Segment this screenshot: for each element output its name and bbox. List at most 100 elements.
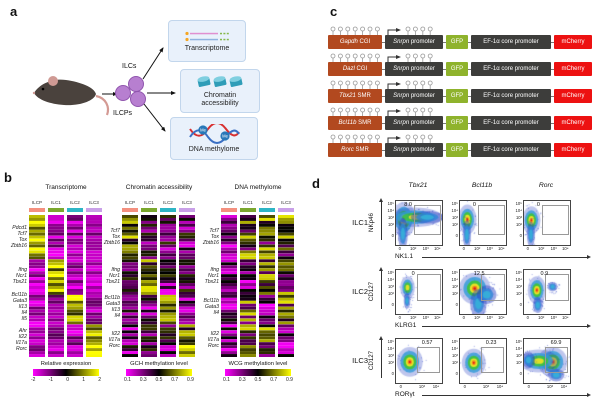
- heatmap-gene-labels: Tcf7 Tox Zbtb16 Ifng Ncr1 Tbx21 Bcl11b Gata3 Il4…: [195, 215, 221, 357]
- x-tick-label: 0: [462, 315, 466, 320]
- y-tick-label: 10⁵: [515, 200, 522, 206]
- panel-d-label: d: [312, 176, 320, 191]
- y-tick-label: 10⁵: [451, 338, 458, 344]
- gene-group-3: Il22 Il17a Rorc: [193, 331, 219, 349]
- flow-density-canvas: [460, 270, 506, 314]
- connector: [443, 95, 446, 97]
- arrow-to-transcriptome: [142, 47, 164, 80]
- gene-label-Rorc: Rorc: [16, 345, 27, 352]
- flow-y-axis-arrowhead: [379, 336, 383, 340]
- flow-plot-ILC1-Rorc: 0: [523, 200, 571, 246]
- colorbar-tick: 0.1: [223, 377, 230, 383]
- heatmap-title: Chromatin accessibility: [125, 184, 193, 191]
- flow-row-label-ILC1: ILC1: [352, 218, 368, 227]
- gene-label-Il22: Il22: [111, 330, 120, 337]
- gate-percentage: 0: [536, 202, 540, 208]
- gene-label-Tox: Tox: [111, 234, 120, 240]
- column-color-bar-ILCP: [29, 208, 45, 212]
- flow-y-axis-line: [381, 271, 382, 309]
- gfp-box: GFP: [446, 89, 468, 103]
- y-tick-label: 10⁴: [515, 345, 522, 351]
- heatmap-block-accessibility: Chromatin accessibility ILCP ILC1 ILC2 ILC3 T…: [96, 172, 196, 400]
- colorbar-gradient: [225, 369, 291, 376]
- region-box-Bcl11b: Bcl11b SMR: [328, 116, 382, 130]
- gate-percentage: 0.57: [421, 340, 433, 346]
- gate-rectangle: [416, 346, 441, 374]
- heatmap-block-methylome: DNA methylome ILCP ILC1 ILC2 ILC3 Tcf7 Tox Zbtb…: [195, 172, 295, 400]
- colorbar-tick: -1: [48, 377, 54, 383]
- region-box-Dazl: Dazl CGI: [328, 62, 382, 76]
- y-tick-label: 10³: [451, 283, 458, 289]
- connector: [468, 149, 471, 151]
- connector: [468, 41, 471, 43]
- flow-x-axis-line: [422, 395, 587, 396]
- gene-label-Zbtb16: Zbtb16: [103, 240, 120, 246]
- gene-label-Tcf7: Tcf7: [110, 228, 120, 234]
- gene-group-2: Bcl11b Gata3 Il4: [193, 298, 219, 316]
- x-tick-label: 0: [462, 246, 466, 251]
- x-tick-label: 10⁴: [434, 315, 441, 320]
- x-tick-label: 10²: [474, 246, 481, 251]
- flow-x-axis-line: [422, 257, 587, 258]
- heatmap-gene-labels: Tcf7 Tox Zbtb16 Ifng Ncr1 Tbx21 Bcl11b Gata3 Il1…: [96, 215, 122, 357]
- panel-a: ILCs ILCPs Transcriptome Chromatin acces…: [0, 0, 300, 172]
- connector: [382, 122, 385, 124]
- ef1a-promoter-box: EF-1α core promoter: [471, 35, 551, 49]
- methylome-box: Me Me DNA methylome: [170, 117, 258, 160]
- methylation-lollipops-icon: [330, 53, 380, 63]
- snrpn-promoter-box: Snrpn promoter: [385, 143, 443, 157]
- x-tick-label: 10²: [538, 246, 545, 251]
- region-box-Gapdh: Gapdh CGI: [328, 35, 382, 49]
- y-tick-label: 10⁴: [451, 276, 458, 282]
- connector: [468, 95, 471, 97]
- connector: [468, 122, 471, 124]
- connector: [382, 41, 385, 43]
- gene-label-Ncr1: Ncr1: [16, 272, 27, 279]
- flow-density-canvas: [524, 339, 570, 383]
- column-color-bar-ILC2: [160, 208, 176, 212]
- arrow-to-methylome: [143, 103, 166, 132]
- x-tick-label: 10⁴: [562, 246, 569, 251]
- transcriptome-box-label: Transcriptome: [184, 44, 230, 52]
- gene-label-Tbx21: Tbx21: [204, 278, 219, 285]
- y-tick-label: 10⁴: [515, 207, 522, 213]
- region-box-Rorc: Rorc SMR: [328, 143, 382, 157]
- flow-plot-ILC1-Tbx21: 8.0: [395, 200, 443, 246]
- x-tick-label: 0: [398, 315, 402, 320]
- colorbar-ticks: 0.1 0.3 0.5 0.7 0.9: [124, 377, 194, 383]
- tss-arrow-lollipops-icon: [387, 80, 433, 90]
- mcherry-box: mCherry: [554, 143, 592, 157]
- colorbar-tick: 0.3: [139, 377, 147, 383]
- colorbar-label: GCH methylation level: [130, 361, 188, 367]
- x-tick-label: 10²: [410, 246, 417, 251]
- panel-a-drawing: [32, 47, 176, 132]
- gene-label-Ncr1: Ncr1: [109, 272, 120, 279]
- flow-density-canvas: [396, 270, 442, 314]
- flow-y-axis-arrowhead: [379, 198, 383, 202]
- flow-density-canvas: [460, 339, 506, 383]
- y-tick-label: 10²: [515, 222, 522, 227]
- y-tick-label: 10³: [451, 214, 458, 220]
- gene-label-Ifng: Ifng: [111, 266, 120, 273]
- gene-group-1: Ifng Ncr1 Tbx21: [0, 267, 27, 285]
- column-label-ILC3: ILC3: [89, 200, 99, 205]
- column-color-bar-ILCP: [122, 208, 138, 212]
- gene-label-Il17a: Il17a: [207, 336, 219, 343]
- x-tick-label: 10²: [474, 315, 481, 320]
- gene-label-Tox: Tox: [210, 234, 219, 240]
- gene-label-Zbtb16: Zbtb16: [202, 240, 219, 246]
- gate-percentage: 0: [411, 271, 415, 277]
- x-tick-label: 10⁴: [562, 315, 569, 320]
- y-tick-label: 0: [391, 370, 394, 376]
- colorbar-tick: 0.9: [187, 377, 194, 383]
- flow-plot-ILC2-Tbx21: 0: [395, 269, 443, 315]
- heatmap-title: DNA methylome: [234, 184, 282, 191]
- flow-plot-ILC2-Bcl11b: 12.5: [459, 269, 507, 315]
- gate-rectangle: [544, 274, 570, 302]
- gene-group-2: Bcl11b Gata3 Il13 Il4 Il5: [0, 292, 27, 322]
- flow-y-axis-label: CD127: [368, 350, 376, 371]
- nucleosomes-icon: [197, 75, 243, 87]
- colorbar-gradient: [33, 369, 99, 376]
- flow-x-axis-arrowhead: [587, 255, 591, 259]
- x-tick-label: 10³: [550, 246, 557, 251]
